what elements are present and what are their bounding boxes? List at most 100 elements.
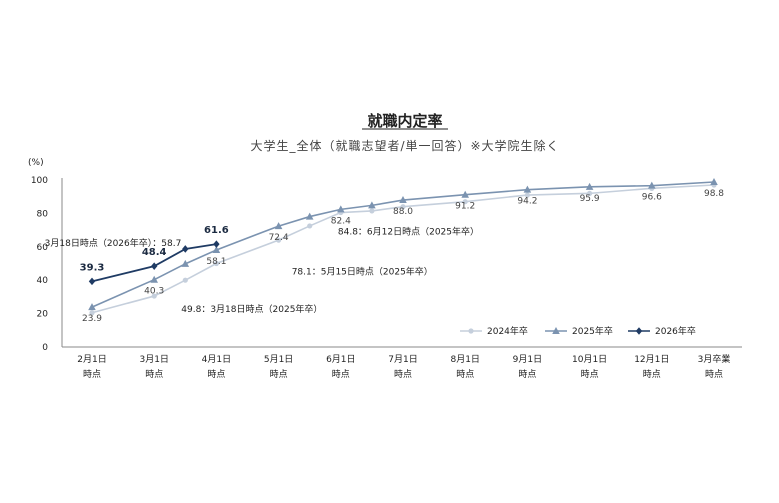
data-label: 98.8 <box>704 189 724 199</box>
x-tick-label-line: 時点 <box>456 369 474 380</box>
y-axis-label: (%) <box>28 158 44 168</box>
data-point <box>88 303 96 311</box>
data-label: 61.6 <box>204 225 229 236</box>
data-point <box>524 192 531 198</box>
data-label: 88.0 <box>393 207 413 217</box>
series-line <box>91 243 217 283</box>
data-label: 40.3 <box>144 287 164 297</box>
x-tick-label-line: 8月1日 <box>450 354 479 365</box>
data-point <box>305 212 314 220</box>
x-tick-label-line: 3月1日 <box>139 354 168 365</box>
y-tick-label: 100 <box>31 176 48 186</box>
legend-swatch-marker <box>468 328 474 334</box>
x-tick-label: 7月1日時点 <box>388 354 417 380</box>
x-tick-label-line: 時点 <box>270 369 288 380</box>
annotation: 84.8：6月12日時点（2025年卒） <box>338 225 479 237</box>
data-point <box>274 222 283 230</box>
data-point <box>213 240 220 248</box>
data-point <box>182 245 189 253</box>
data-point <box>151 293 157 299</box>
x-tick-label: 12月1日時点 <box>634 354 669 380</box>
x-tick-label-line: 時点 <box>207 369 225 380</box>
data-point <box>182 277 188 283</box>
data-point <box>648 181 656 189</box>
data-label: 23.9 <box>82 314 102 324</box>
x-tick-label: 5月1日時点 <box>264 354 293 380</box>
data-point <box>276 237 282 243</box>
data-label: 39.3 <box>80 262 105 273</box>
data-point <box>587 190 593 196</box>
x-tick-label-line: 時点 <box>145 369 163 380</box>
chart-title: 就職内定率 <box>367 112 442 130</box>
data-label: 96.6 <box>642 193 662 203</box>
data-point <box>150 275 158 283</box>
data-point <box>88 277 96 286</box>
legend-swatch-marker <box>635 327 643 335</box>
x-tick-label-line: 2月1日 <box>77 354 106 365</box>
x-tick-label-line: 時点 <box>518 369 536 380</box>
x-tick-label: 3月卒業時点 <box>698 353 731 380</box>
data-label: 95.9 <box>580 194 600 204</box>
data-point <box>213 260 219 267</box>
annotation: 78.1：5月15日時点（2025年卒） <box>292 266 433 278</box>
x-tick-label-line: 12月1日 <box>634 354 669 365</box>
x-tick-label-line: 9月1日 <box>513 354 542 365</box>
y-tick-label: 40 <box>37 276 49 286</box>
series-line <box>91 184 715 314</box>
x-tick-label-line: 7月1日 <box>388 354 417 365</box>
data-point <box>89 310 95 316</box>
data-label: 91.2 <box>455 202 475 212</box>
x-tick-label: 10月1日時点 <box>572 354 607 380</box>
x-tick-label: 9月1日時点 <box>513 354 542 380</box>
data-point <box>399 196 407 204</box>
legend-label: 2026年卒 <box>655 325 696 337</box>
data-point <box>181 259 190 267</box>
data-point <box>307 223 313 229</box>
data-point <box>337 205 345 213</box>
x-tick-label-line: 時点 <box>643 369 661 380</box>
series-layer <box>88 178 718 316</box>
x-tick-label-line: 6月1日 <box>326 354 355 365</box>
x-tick-label: 4月1日時点 <box>202 354 231 380</box>
data-point <box>212 245 221 253</box>
chart-subtitle: 大学生_全体（就職志望者/単一回答）※大学院生除く <box>250 138 559 153</box>
legend-swatch-marker <box>552 327 560 334</box>
data-label: 58.1 <box>206 257 226 267</box>
data-point <box>369 208 375 214</box>
annotation: 3月18日時点（2026年卒）：58.7 <box>45 237 182 249</box>
series-line <box>91 181 715 308</box>
y-tick-label: 80 <box>37 209 49 219</box>
y-tick-label: 20 <box>37 310 49 320</box>
labels-layer: 23.9 40.3 58.1 72.4 82.4 88.0 91.2 94.2 95.9 96.6… <box>45 189 725 324</box>
data-label: 48.4 <box>142 247 167 258</box>
y-tick-label: 60 <box>37 243 49 253</box>
legend-label: 2025年卒 <box>572 325 613 337</box>
data-point <box>400 204 406 210</box>
data-point <box>462 199 468 205</box>
x-tick-label-line: 10月1日 <box>572 354 607 365</box>
data-point <box>585 182 594 190</box>
x-tick-label-line: 時点 <box>332 369 350 380</box>
x-tick-label-line: 時点 <box>394 369 412 380</box>
data-point <box>523 185 532 193</box>
data-point <box>710 178 718 186</box>
legend: 2024年卒 2025年卒 2026年卒 <box>460 325 696 337</box>
data-label: 82.4 <box>331 216 351 226</box>
data-label: 94.2 <box>517 197 537 207</box>
x-tick-label-line: 時点 <box>581 369 599 380</box>
x-tick-label: 3月1日時点 <box>139 354 168 380</box>
data-point <box>151 262 158 270</box>
data-label: 72.4 <box>269 233 289 243</box>
x-tick-label-line: 5月1日 <box>264 354 293 365</box>
x-tick-label-line: 時点 <box>705 369 723 380</box>
annotation: 49.8：3月18日時点（2025年卒） <box>181 303 322 315</box>
data-point <box>461 190 469 198</box>
data-point <box>368 201 376 209</box>
legend-label: 2024年卒 <box>487 325 528 337</box>
x-tick-label-line: 4月1日 <box>202 354 231 365</box>
x-tick-label: 8月1日時点 <box>450 354 479 380</box>
x-tick-label: 6月1日時点 <box>326 354 355 380</box>
x-tick-label: 2月1日時点 <box>77 354 106 380</box>
x-tick-label-line: 3月卒業 <box>698 353 731 365</box>
